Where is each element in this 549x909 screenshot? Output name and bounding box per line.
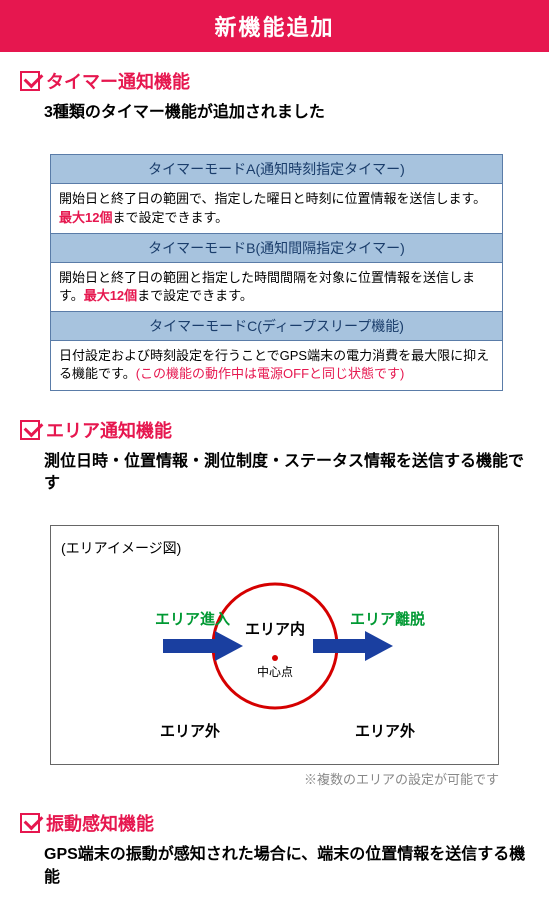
timer-mode-b-header: タイマーモードB(通知間隔指定タイマー): [51, 233, 502, 262]
timer-mode-b-body: 開始日と終了日の範囲と指定した時間間隔を対象に位置情報を送信します。最大12個ま…: [51, 262, 502, 311]
timer-mode-a-header: タイマーモードA(通知時刻指定タイマー): [51, 155, 502, 183]
diagram-caption: (エリアイメージ図): [61, 538, 488, 558]
label-enter: エリア進入: [155, 611, 230, 628]
section-title-row: タイマー通知機能: [20, 68, 529, 94]
section-desc-vibration: GPS端末の振動が感知された場合に、端末の位置情報を送信する機能: [44, 844, 529, 889]
section-title-timer: タイマー通知機能: [46, 68, 190, 94]
timer-mode-c-header: タイマーモードC(ディープスリープ機能): [51, 311, 502, 340]
mode-c-note: (この機能の動作中は電源OFFと同じ状態です): [136, 366, 405, 381]
timer-mode-c-body: 日付設定および時刻設定を行うことでGPS端末の電力消費を最大限に抑える機能です。…: [51, 340, 502, 389]
label-inside: エリア内: [244, 620, 304, 638]
check-icon: [20, 420, 40, 440]
mode-b-highlight: 最大12個: [84, 288, 137, 303]
section-desc-timer: 3種類のタイマー機能が追加されました: [44, 102, 529, 124]
label-outside-left: エリア外: [160, 722, 220, 740]
header-bar: 新機能追加: [0, 0, 549, 52]
timer-table: タイマーモードA(通知時刻指定タイマー) 開始日と終了日の範囲で、指定した曜日と…: [50, 154, 503, 390]
section-title-area: エリア通知機能: [46, 417, 172, 443]
label-outside-right: エリア外: [355, 722, 415, 740]
section-area: エリア通知機能 測位日時・位置情報・測位制度・ステータス情報を送信する機能です: [0, 401, 549, 516]
mode-a-pre: 開始日と終了日の範囲で、指定した曜日と時刻に位置情報を送信します。: [59, 191, 486, 206]
section-title-vibration: 振動感知機能: [46, 810, 154, 836]
area-footnote: ※複数のエリアの設定が可能です: [0, 769, 499, 788]
section-vibration: 振動感知機能 GPS端末の振動が感知された場合に、端末の位置情報を送信する機能: [0, 794, 549, 909]
label-center: 中心点: [256, 664, 292, 679]
area-diagram-box: (エリアイメージ図) エリア進入 エリア離脱 エリア内 中心点 エリア外 エリア…: [50, 525, 499, 765]
mode-b-post: まで設定できます。: [137, 288, 253, 303]
check-icon: [20, 71, 40, 91]
area-diagram-svg: エリア進入 エリア離脱 エリア内 中心点 エリア外 エリア外: [65, 566, 485, 746]
timer-mode-a-body: 開始日と終了日の範囲で、指定した曜日と時刻に位置情報を送信します。最大12個まで…: [51, 183, 502, 232]
mode-a-highlight: 最大12個: [59, 210, 112, 225]
mode-a-post: まで設定できます。: [112, 210, 228, 225]
label-exit: エリア離脱: [350, 610, 425, 628]
section-desc-area: 測位日時・位置情報・測位制度・ステータス情報を送信する機能です: [44, 451, 529, 496]
section-title-row-vibration: 振動感知機能: [20, 810, 529, 836]
section-title-row-area: エリア通知機能: [20, 417, 529, 443]
section-timer: タイマー通知機能 3種類のタイマー機能が追加されました: [0, 52, 549, 144]
header-title: 新機能追加: [214, 15, 334, 40]
check-icon: [20, 813, 40, 833]
